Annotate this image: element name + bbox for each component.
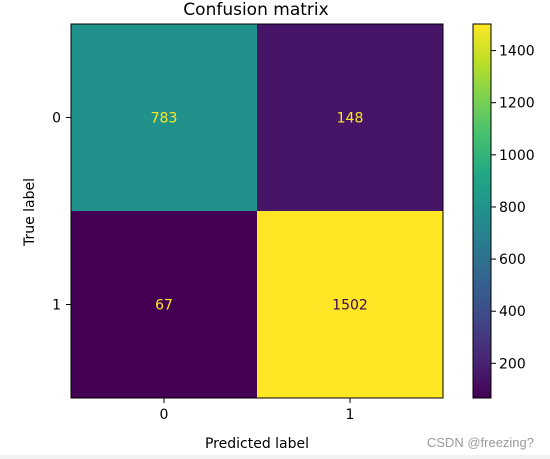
colorbar-tick-label: 1200	[499, 96, 535, 112]
matrix-cell-1-1	[257, 211, 443, 398]
y-axis-label: True label	[22, 178, 38, 247]
colorbar-tick-label: 800	[499, 200, 526, 216]
y-tick-label: 1	[52, 298, 61, 314]
cell-value-0-1: 148	[337, 111, 364, 127]
colorbar-tick-label: 1000	[499, 148, 535, 164]
cell-value-1-0: 67	[155, 298, 173, 314]
matrix-cell-0-1	[257, 24, 443, 211]
colorbar-tick-label: 1400	[499, 44, 535, 60]
cell-value-1-1: 1502	[332, 298, 368, 314]
matrix-cell-1-0	[71, 211, 257, 398]
colorbar	[472, 23, 492, 399]
colorbar-tick-label: 200	[499, 356, 526, 372]
colorbar-tick-label: 600	[499, 252, 526, 268]
bottom-divider	[0, 455, 550, 459]
cell-value-0-0: 783	[151, 111, 178, 127]
x-axis-label: Predicted label	[205, 436, 309, 452]
x-tick-label: 1	[346, 407, 355, 423]
colorbar-tick-label: 400	[499, 304, 526, 320]
matrix-cell-0-0	[71, 24, 257, 211]
chart-title: Confusion matrix	[183, 0, 328, 20]
x-tick-label: 0	[160, 407, 169, 423]
plot-frame	[70, 23, 444, 399]
y-tick-label: 0	[52, 111, 61, 127]
watermark: CSDN @freezing?	[426, 435, 534, 450]
